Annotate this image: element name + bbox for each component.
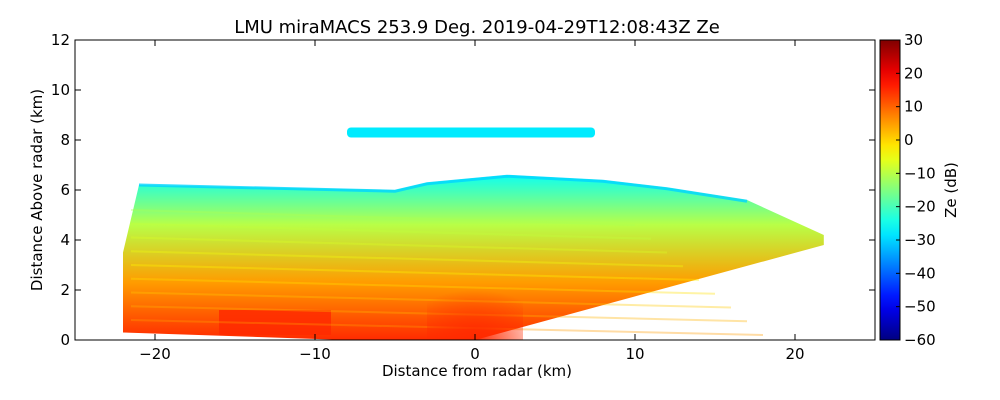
- echo-streak: [130, 236, 668, 254]
- colorbar-label: Ze (dB): [942, 162, 960, 218]
- colorbar-tick-label: −10: [904, 164, 936, 182]
- colorbar-tick-label: −50: [904, 298, 936, 316]
- y-tick-label: 4: [60, 231, 70, 249]
- colorbar-tick-label: −60: [904, 331, 936, 349]
- y-tick-label: 8: [60, 131, 70, 149]
- x-tick-label: 10: [625, 345, 644, 363]
- colorbar-tick-label: 30: [904, 31, 923, 49]
- y-tick-label: 6: [60, 181, 70, 199]
- colorbar-tick-label: 20: [904, 64, 923, 82]
- y-tick-label: 12: [51, 31, 70, 49]
- y-axis-ticks: 0 2 4 6 8 10 12: [51, 31, 875, 349]
- x-axis-label: Distance from radar (km): [382, 362, 572, 380]
- x-tick-label: 20: [785, 345, 804, 363]
- colorbar-tick-label: 0: [904, 131, 914, 149]
- echo-regions: [123, 127, 824, 340]
- colorbar: [879, 39, 901, 341]
- x-tick-label: −10: [299, 345, 331, 363]
- colorbar-tick-label: 10: [904, 98, 923, 116]
- x-tick-label: 0: [470, 345, 480, 363]
- echo-lower-left-band: [219, 310, 331, 335]
- x-tick-label: −20: [139, 345, 171, 363]
- echo-streak: [130, 222, 652, 240]
- echo-cloud-top-fringe: [138, 174, 748, 203]
- y-tick-label: 10: [51, 81, 70, 99]
- y-axis-label: Distance Above radar (km): [28, 89, 46, 291]
- echo-main-region: [123, 175, 824, 340]
- y-tick-label: 0: [60, 331, 70, 349]
- echo-streak: [130, 250, 684, 268]
- echo-streak: [130, 277, 716, 295]
- echo-near-radar-core: [427, 277, 523, 340]
- colorbar-tick-label: −40: [904, 264, 936, 282]
- y-tick-label: 2: [60, 281, 70, 299]
- colorbar-tick-label: −20: [904, 198, 936, 216]
- x-axis-ticks: −20 −10 0 10 20: [139, 40, 805, 363]
- colorbar-ticks: 30 20 10 0 −10 −20 −30 −40 −50 −60: [896, 31, 936, 349]
- echo-streak: [130, 264, 700, 281]
- plot-area: [123, 127, 824, 340]
- colorbar-tick-label: −30: [904, 231, 936, 249]
- echo-streak: [130, 209, 636, 226]
- echo-upper-cloud-layer: [347, 127, 595, 138]
- chart-title: LMU miraMACS 253.9 Deg. 2019-04-29T12:08…: [234, 17, 720, 38]
